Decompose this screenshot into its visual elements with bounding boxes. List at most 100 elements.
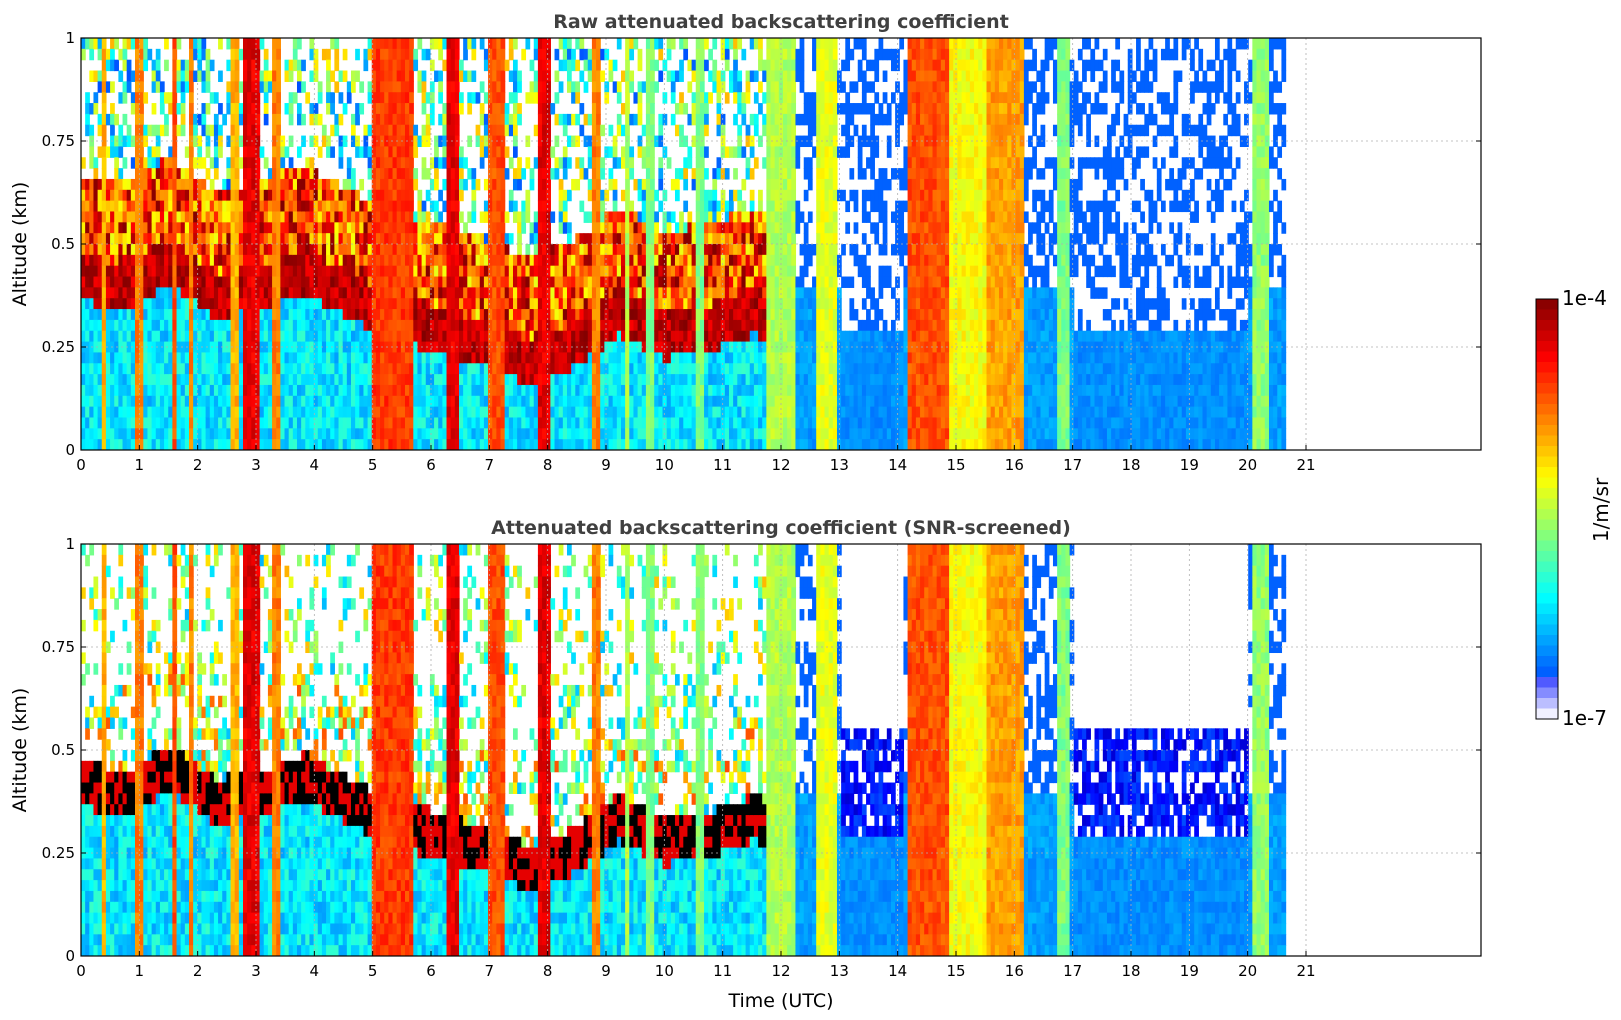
heatmap-cell [114, 254, 119, 267]
heatmap-cell [475, 319, 481, 332]
heatmap-cell [380, 168, 385, 180]
heatmap-cell [143, 309, 149, 321]
heatmap-cell [434, 298, 439, 310]
heatmap-cell [392, 439, 398, 450]
heatmap-cell [587, 59, 593, 72]
heatmap-cell [542, 417, 547, 429]
heatmap-cell [566, 384, 572, 397]
heatmap-cell [346, 406, 352, 419]
heatmap-cell [375, 178, 381, 191]
heatmap-cell [533, 439, 539, 450]
heatmap-cell [562, 330, 568, 343]
heatmap-cell [263, 276, 269, 288]
heatmap-cell [355, 309, 360, 321]
heatmap-cell [243, 92, 248, 104]
heatmap-cell [330, 244, 335, 256]
heatmap-cell [118, 287, 124, 299]
heatmap-cell [172, 319, 178, 332]
heatmap-cell [458, 374, 464, 386]
heatmap-cell [139, 276, 144, 288]
heatmap-cell [409, 48, 414, 61]
heatmap-cell [346, 384, 352, 397]
heatmap-cell [533, 233, 539, 245]
heatmap-cell [130, 374, 136, 386]
heatmap-cell [222, 395, 227, 408]
heatmap-cell [272, 113, 277, 126]
heatmap-cell [562, 309, 568, 321]
heatmap-cell [305, 287, 311, 299]
heatmap-cell [263, 211, 269, 223]
heatmap-cell [122, 276, 128, 288]
heatmap-cell [359, 81, 365, 93]
heatmap-cell [226, 189, 232, 202]
heatmap-cell [346, 189, 352, 202]
heatmap-cell [475, 384, 481, 397]
heatmap-cell [600, 189, 605, 202]
heatmap-cell [546, 178, 551, 191]
heatmap-cell [197, 439, 203, 450]
heatmap-cell [425, 48, 431, 61]
heatmap-cell [342, 211, 348, 223]
heatmap-cell [724, 384, 730, 397]
heatmap-cell [135, 319, 140, 332]
heatmap-cell [496, 298, 502, 310]
heatmap-cell [409, 244, 414, 256]
heatmap-cell [475, 352, 481, 364]
heatmap-cell [434, 222, 439, 234]
heatmap-cell [317, 189, 323, 202]
heatmap-cell [251, 178, 257, 191]
heatmap-cell [542, 287, 547, 299]
heatmap-cell [438, 341, 443, 354]
heatmap-cell [521, 439, 527, 450]
heatmap-cell [575, 319, 581, 332]
heatmap-cell [612, 244, 618, 256]
heatmap-cell [85, 319, 90, 332]
heatmap-cell [222, 189, 227, 202]
heatmap-cell [288, 157, 294, 169]
heatmap-cell [500, 265, 506, 278]
heatmap-cell [139, 330, 144, 343]
heatmap-cell [579, 395, 585, 408]
heatmap-cell [450, 48, 456, 61]
heatmap-cell [139, 200, 144, 213]
heatmap-cell [537, 309, 543, 321]
heatmap-cell [496, 244, 502, 256]
heatmap-cell [550, 146, 556, 158]
heatmap-cell [255, 189, 261, 202]
heatmap-cell [247, 330, 252, 343]
heatmap-cell [243, 222, 248, 234]
heatmap-cell [176, 319, 182, 332]
heatmap-cell [193, 233, 198, 245]
heatmap-cell [384, 363, 389, 375]
heatmap-cell [243, 330, 248, 343]
heatmap-cell [371, 124, 377, 137]
heatmap-cell [434, 352, 439, 364]
heatmap-cell [105, 222, 111, 234]
heatmap-cell [666, 48, 672, 61]
heatmap-cell [596, 81, 601, 93]
heatmap-cell [371, 395, 377, 408]
heatmap-cell [81, 428, 86, 440]
heatmap-cell [467, 38, 473, 50]
heatmap-cell [313, 103, 319, 115]
heatmap-cell [263, 254, 269, 267]
heatmap-cell [139, 428, 144, 440]
heatmap-cell [679, 374, 684, 386]
heatmap-cell [189, 417, 194, 429]
heatmap-cell [234, 233, 240, 245]
heatmap-cell [471, 374, 477, 386]
heatmap-cell [193, 135, 198, 148]
heatmap-cell [114, 406, 119, 419]
heatmap-cell [105, 276, 111, 288]
heatmap-cell [209, 395, 215, 408]
heatmap-cell [471, 178, 477, 191]
heatmap-cell [184, 406, 190, 419]
heatmap-cell [666, 254, 672, 267]
heatmap-cell [479, 309, 485, 321]
heatmap-cell [425, 211, 431, 223]
heatmap-cell [591, 439, 597, 450]
heatmap-cell [724, 48, 730, 61]
heatmap-cell [267, 211, 273, 223]
heatmap-cell [413, 319, 419, 332]
heatmap-cell [263, 374, 269, 386]
